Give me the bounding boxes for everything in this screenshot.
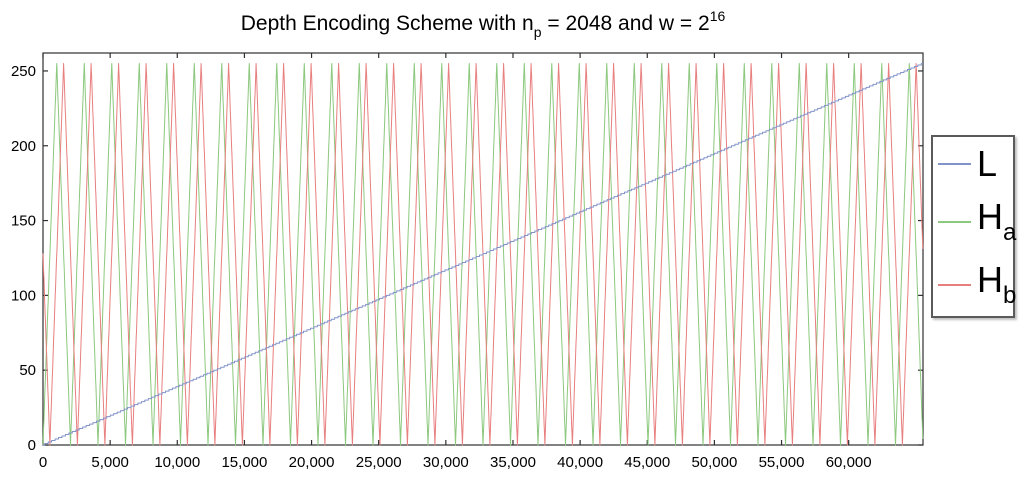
- y-tick-label: 0: [28, 437, 36, 454]
- legend-label-L: L: [977, 142, 998, 184]
- y-tick-label: 100: [11, 287, 36, 304]
- chart-title-subscript: p: [533, 24, 542, 40]
- legend-swatch-L: [938, 162, 971, 165]
- legend-item-L: L: [938, 142, 1013, 184]
- legend-item-Hb: Hb: [938, 258, 1017, 309]
- legend-label-subscript-Hb: b: [1003, 281, 1017, 309]
- chart-title: Depth Encoding Scheme with np = 2048 and…: [43, 8, 923, 40]
- legend-label-Ha: Ha: [977, 195, 1017, 246]
- series-L-line: [43, 63, 923, 446]
- y-tick-label: 150: [11, 213, 36, 230]
- x-tick-label: 25,000: [356, 454, 402, 471]
- legend-item-Ha: Ha: [938, 195, 1017, 246]
- legend-swatch-Hb: [938, 283, 971, 286]
- x-tick-label: 10,000: [154, 454, 200, 471]
- chart-title-prefix: Depth Encoding Scheme with n: [240, 12, 534, 35]
- series-Ha-line: [42, 63, 924, 446]
- x-tick-label: 55,000: [759, 454, 805, 471]
- x-tick-label: 20,000: [289, 454, 335, 471]
- x-tick-label: 35,000: [490, 454, 536, 471]
- legend: L Ha Hb: [931, 135, 1017, 318]
- x-tick-label: 50,000: [691, 454, 737, 471]
- chart-title-superscript: 16: [709, 8, 726, 24]
- chart-title-middle: = 2048 and w = 2: [541, 12, 710, 35]
- legend-label-subscript-Ha: a: [1003, 218, 1017, 246]
- legend-swatch-Ha: [938, 220, 971, 223]
- x-tick-label: 5,000: [91, 454, 129, 471]
- legend-label-Hb: Hb: [977, 258, 1017, 309]
- x-tick-label: 0: [39, 454, 47, 471]
- y-tick-label: 200: [11, 138, 36, 155]
- y-tick-label: 50: [19, 362, 36, 379]
- x-tick-label: 45,000: [624, 454, 670, 471]
- x-tick-label: 15,000: [221, 454, 267, 471]
- x-tick-label: 30,000: [423, 454, 469, 471]
- x-tick-label: 40,000: [557, 454, 603, 471]
- y-tick-label: 250: [11, 63, 36, 80]
- x-tick-label: 60,000: [826, 454, 872, 471]
